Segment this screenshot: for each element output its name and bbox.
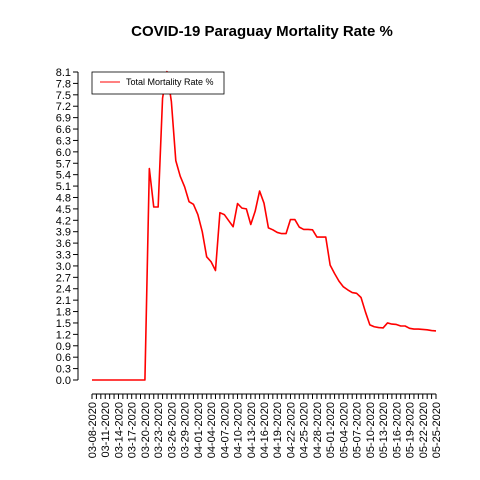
y-tick-label: 0.3 xyxy=(56,364,71,376)
y-tick-label: 0.9 xyxy=(56,341,71,353)
x-tick-label: 04-19-2020 xyxy=(272,402,284,458)
x-tick-label: 04-25-2020 xyxy=(299,402,311,458)
x-tick-label: 03-17-2020 xyxy=(127,402,139,458)
x-tick-label: 03-14-2020 xyxy=(113,402,125,458)
x-tick-label: 04-28-2020 xyxy=(312,402,324,458)
legend-label: Total Mortality Rate % xyxy=(126,77,214,87)
x-tick-label: 04-07-2020 xyxy=(219,402,231,458)
y-tick-label: 7.2 xyxy=(56,101,71,113)
y-tick-label: 4.2 xyxy=(56,215,71,227)
x-tick-label: 03-11-2020 xyxy=(100,402,112,457)
y-tick-label: 0.0 xyxy=(56,375,71,387)
x-tick-label: 04-04-2020 xyxy=(206,402,218,458)
y-tick-label: 5.1 xyxy=(56,181,71,193)
y-tick-label: 6.6 xyxy=(56,124,71,136)
y-tick-label: 1.2 xyxy=(56,329,71,341)
x-tick-label: 04-10-2020 xyxy=(233,402,245,458)
y-tick-label: 8.1 xyxy=(56,67,71,79)
y-tick-label: 3.3 xyxy=(56,250,71,262)
x-tick-label: 03-29-2020 xyxy=(180,402,192,458)
y-tick-label: 3.0 xyxy=(56,261,71,273)
series-layer xyxy=(92,70,437,381)
y-tick-label: 2.7 xyxy=(56,272,71,284)
y-tick-label: 1.8 xyxy=(56,307,71,319)
x-tick-label: 04-01-2020 xyxy=(193,402,205,458)
y-tick-label: 4.8 xyxy=(56,192,71,204)
x-tick-label: 05-13-2020 xyxy=(378,402,390,458)
x-tick-label: 05-19-2020 xyxy=(405,402,417,458)
x-tick-label: 05-07-2020 xyxy=(352,402,364,458)
y-tick-label: 2.1 xyxy=(56,295,71,307)
legend: Total Mortality Rate % xyxy=(91,71,225,95)
y-tick-label: 3.6 xyxy=(56,238,71,250)
y-tick-label: 7.5 xyxy=(56,90,71,102)
series-line-total-mortality-rate xyxy=(92,70,437,381)
y-axis: 0.00.30.60.91.21.51.82.12.42.73.03.33.63… xyxy=(56,67,79,387)
x-tick-label: 05-22-2020 xyxy=(418,402,430,458)
y-tick-label: 3.9 xyxy=(56,227,71,239)
x-tick-label: 03-08-2020 xyxy=(87,402,99,458)
x-tick-label: 04-22-2020 xyxy=(285,402,297,458)
x-tick-label: 05-10-2020 xyxy=(365,402,377,458)
x-tick-label: 05-01-2020 xyxy=(325,402,337,458)
y-tick-label: 6.9 xyxy=(56,113,71,125)
y-tick-label: 6.3 xyxy=(56,135,71,147)
y-tick-label: 2.4 xyxy=(56,284,71,296)
y-tick-label: 5.7 xyxy=(56,158,71,170)
chart-title: COVID-19 Paraguay Mortality Rate % xyxy=(131,23,393,40)
x-tick-label: 05-16-2020 xyxy=(391,402,403,458)
x-tick-label: 04-13-2020 xyxy=(246,402,258,458)
y-tick-label: 4.5 xyxy=(56,204,71,216)
x-tick-label: 04-16-2020 xyxy=(259,402,271,458)
y-tick-label: 7.8 xyxy=(56,78,71,90)
y-tick-label: 6.0 xyxy=(56,147,71,159)
y-tick-label: 1.5 xyxy=(56,318,71,330)
x-tick-label: 05-25-2020 xyxy=(431,402,443,458)
y-tick-label: 5.4 xyxy=(56,170,71,182)
x-tick-label: 03-20-2020 xyxy=(140,402,152,458)
x-tick-label: 05-04-2020 xyxy=(338,402,350,458)
x-tick-label: 03-26-2020 xyxy=(166,402,178,458)
legend-box xyxy=(91,71,225,95)
x-tick-label: 03-23-2020 xyxy=(153,402,165,458)
x-axis: 03-08-2020 03-11-2020 03-14-2020 03-17-2020… xyxy=(87,393,443,458)
y-tick-label: 0.6 xyxy=(56,352,71,364)
